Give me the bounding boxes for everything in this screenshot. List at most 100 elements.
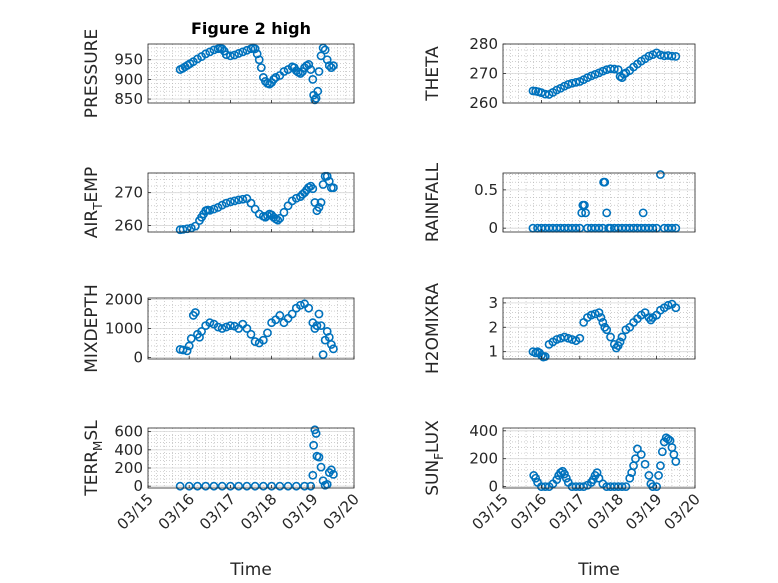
data-point <box>563 333 573 343</box>
data-point <box>314 309 324 319</box>
y-tick-label: 200 <box>114 459 143 477</box>
data-point <box>656 170 665 179</box>
data-point <box>316 51 326 61</box>
data-point <box>671 51 681 61</box>
data-point <box>283 481 293 491</box>
data-point <box>230 196 239 206</box>
axes-box <box>502 297 696 360</box>
data-point <box>636 450 646 459</box>
data-point <box>234 195 244 205</box>
data-point <box>225 197 235 207</box>
data-series <box>175 43 338 105</box>
subplot-theta: 260 270 280 THETA <box>423 35 696 112</box>
data-point <box>320 45 330 55</box>
data-point <box>652 482 661 492</box>
data-point <box>190 308 200 317</box>
data-point <box>598 317 608 327</box>
data-point <box>246 198 256 208</box>
y-axis-label: AIRTEMP <box>82 167 105 238</box>
data-point <box>621 482 631 492</box>
data-point <box>175 481 185 491</box>
data-point <box>217 324 227 333</box>
data-point <box>581 208 590 218</box>
data-point <box>313 86 323 96</box>
y-tick-label: 1000 <box>105 320 143 338</box>
data-point <box>309 440 319 450</box>
y-tick-label: 0 <box>133 477 143 495</box>
data-point <box>306 65 316 74</box>
data-point <box>316 321 326 330</box>
data-point <box>314 203 324 212</box>
data-point <box>225 51 235 61</box>
axes-box <box>502 172 696 233</box>
y-tick-label: 260 <box>469 94 498 112</box>
data-point <box>287 309 297 319</box>
data-point <box>563 80 573 89</box>
subplot-air-temp: 260 270 AIRTEMP <box>82 167 355 238</box>
y-axis-label: MIXDEPTH <box>82 284 102 373</box>
axes-box <box>147 43 355 104</box>
data-point <box>184 481 194 491</box>
data-point <box>267 481 276 491</box>
data-point <box>234 481 244 491</box>
data-point <box>258 335 268 345</box>
data-point <box>246 329 256 339</box>
data-point <box>182 346 192 356</box>
data-point <box>657 447 667 457</box>
data-point <box>269 75 279 84</box>
data-point <box>205 47 215 57</box>
y-tick-label: 400 <box>114 441 143 459</box>
y-tick-label: 400 <box>469 422 498 440</box>
data-point <box>217 44 227 54</box>
data-point <box>275 311 285 320</box>
data-point <box>617 332 627 342</box>
data-point <box>314 452 324 462</box>
data-point <box>256 63 266 72</box>
data-point <box>671 457 681 466</box>
y-tick-label: 270 <box>114 184 143 202</box>
data-point <box>186 334 196 344</box>
data-point <box>225 321 235 330</box>
data-point <box>326 465 336 475</box>
data-point <box>217 200 227 210</box>
data-point <box>193 481 202 491</box>
data-point <box>594 308 604 318</box>
y-tick-label: 600 <box>114 423 143 441</box>
data-point <box>312 321 322 330</box>
y-tick-label: 2 <box>488 318 498 336</box>
y-tick-label: 900 <box>114 70 143 88</box>
data-series <box>175 425 338 491</box>
data-point <box>600 177 610 187</box>
data-point <box>326 340 336 349</box>
axes-box <box>502 427 696 489</box>
data-point <box>221 198 231 208</box>
data-point <box>291 193 301 203</box>
data-point <box>567 78 577 88</box>
data-point <box>311 429 321 438</box>
data-point <box>201 481 211 491</box>
data-point <box>296 300 305 310</box>
data-point <box>308 75 318 84</box>
data-point <box>602 208 612 218</box>
data-point <box>663 300 673 310</box>
data-point <box>178 224 188 234</box>
data-point <box>592 468 602 478</box>
y-tick-label: 0 <box>488 478 498 496</box>
data-series <box>175 299 338 360</box>
axes-box <box>147 172 355 233</box>
plot-area <box>148 173 354 232</box>
y-axis-label: RAINFALL <box>423 162 443 242</box>
data-point <box>275 481 285 491</box>
data-point <box>556 468 565 478</box>
data-point <box>230 50 239 60</box>
data-point <box>606 332 615 342</box>
data-point <box>213 322 223 332</box>
y-tick-label: 950 <box>114 51 143 69</box>
data-point <box>531 473 541 483</box>
data-point <box>304 60 314 69</box>
data-point <box>602 325 612 335</box>
data-point <box>279 67 289 76</box>
